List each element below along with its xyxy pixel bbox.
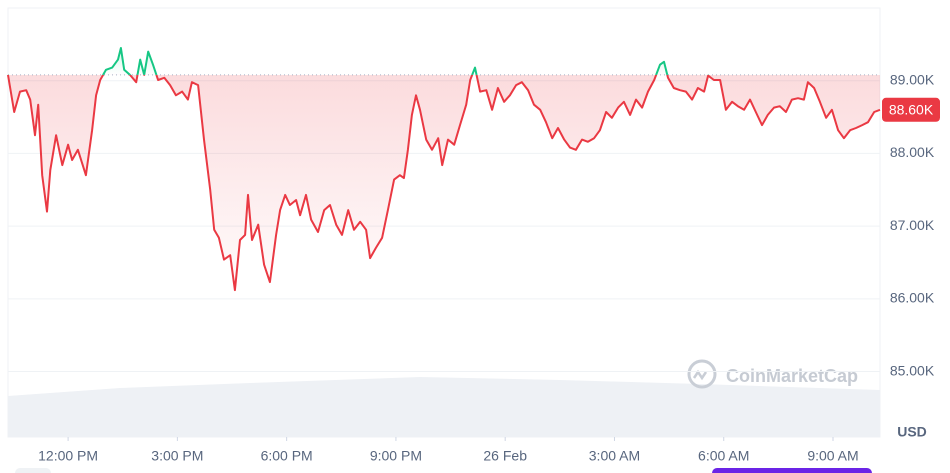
y-unit: USD <box>897 424 927 440</box>
x-tick-label: 9:00 PM <box>370 448 422 464</box>
x-tick-label: 6:00 AM <box>698 448 749 464</box>
watermark-logo <box>687 359 717 389</box>
current-price-badge <box>882 97 940 122</box>
y-tick-label: 89.00K <box>890 71 935 87</box>
x-tick-label: 3:00 AM <box>589 448 640 464</box>
x-tick-label: 3:00 PM <box>151 448 203 464</box>
price-line-below <box>7 74 881 292</box>
x-tick-label: 12:00 PM <box>38 448 98 464</box>
price-line-above <box>8 47 709 75</box>
x-tick-label: 6:00 PM <box>261 448 313 464</box>
range-slider[interactable] <box>712 468 872 473</box>
y-tick-label: 88.00K <box>890 144 935 160</box>
y-tick-label: 86.00K <box>890 290 935 306</box>
watermark: CoinMarketCap <box>687 359 858 389</box>
volume-background <box>8 377 880 437</box>
x-tick-label: 9:00 AM <box>807 448 858 464</box>
area-below-reference <box>8 74 880 291</box>
watermark-text: CoinMarketCap <box>726 366 858 386</box>
current-price-label: 88.60K <box>889 101 934 117</box>
y-tick-label: 87.00K <box>890 217 935 233</box>
area-above-reference <box>8 48 880 75</box>
control-pill[interactable] <box>15 468 51 473</box>
y-tick-label: 85.00K <box>890 362 935 378</box>
x-tick-label: 26 Feb <box>483 448 527 464</box>
watermark-logo-mark <box>692 369 708 381</box>
